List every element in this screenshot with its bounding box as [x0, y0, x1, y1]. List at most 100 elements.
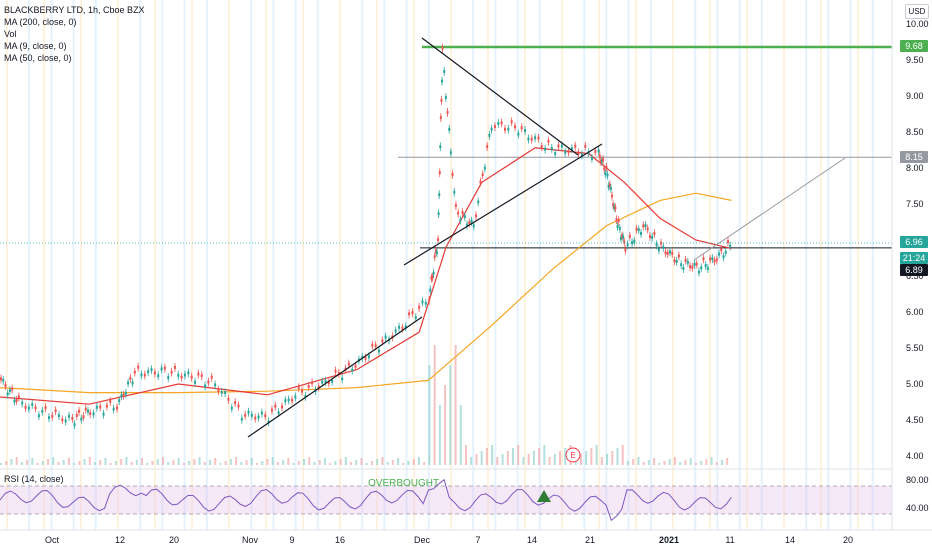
candle-body: [404, 325, 407, 329]
price-badge: [900, 264, 928, 276]
volume-bar: [527, 454, 530, 465]
trendline-support[interactable]: [247, 316, 423, 438]
candle-body: [41, 409, 44, 413]
y-tick-label: 4.00: [906, 451, 924, 461]
y-tick-label: 10.00: [906, 19, 929, 29]
candle-body: [61, 418, 64, 422]
currency-button[interactable]: USD: [905, 4, 929, 19]
candle-body: [73, 423, 76, 427]
earnings-marker[interactable]: E: [565, 447, 581, 463]
candle-body: [693, 263, 696, 266]
candle-body: [224, 391, 227, 395]
candle-body: [183, 373, 186, 377]
volume-bar: [67, 458, 70, 465]
candle-body: [640, 232, 643, 235]
candle-body: [614, 206, 617, 210]
candle-body: [608, 183, 611, 187]
volume-bar: [156, 459, 159, 465]
volume-bar: [611, 451, 614, 465]
y-tick-label: 5.50: [906, 343, 924, 353]
triangle-lower-line[interactable]: [403, 143, 603, 266]
session-stripe: [94, 0, 97, 530]
candle-body: [34, 406, 37, 410]
candle-body: [567, 150, 570, 154]
candle-body: [105, 404, 108, 408]
volume-bar: [297, 461, 300, 465]
session-stripe: [487, 0, 489, 530]
session-stripe: [228, 0, 230, 530]
indicator-ma9[interactable]: MA (9, close, 0): [4, 41, 67, 51]
volume-bar: [658, 463, 661, 465]
indicator-ma50[interactable]: MA (50, close, 0): [4, 53, 72, 63]
session-stripe: [494, 0, 497, 530]
volume-bar: [459, 405, 462, 465]
session-stripe: [405, 0, 408, 530]
volume-bars: [0, 345, 729, 465]
candle-body: [564, 150, 567, 154]
candles: [0, 43, 732, 430]
candle-body: [421, 300, 424, 304]
volume-bar: [496, 457, 499, 465]
rsi-legend[interactable]: RSI (14, close): [4, 474, 64, 484]
session-stripe: [50, 0, 53, 530]
candle-body: [280, 405, 283, 409]
candle-body: [724, 250, 727, 254]
volume-bar: [287, 458, 290, 465]
candle-body: [361, 355, 364, 359]
session-stripe: [316, 0, 319, 530]
session-stripe: [427, 0, 430, 530]
volume-bar: [595, 445, 598, 465]
candle-body: [147, 370, 150, 374]
candle-body: [697, 270, 700, 274]
price-badge-label: 6.96: [905, 237, 923, 247]
candle-body: [700, 266, 703, 270]
price-badge: [900, 151, 928, 163]
indicator-vol[interactable]: Vol: [4, 29, 17, 39]
candle-body: [150, 368, 153, 372]
volume-bar: [512, 448, 515, 465]
triangle-upper-line[interactable]: [421, 37, 579, 156]
candle-body: [439, 116, 442, 120]
candle-body: [68, 414, 71, 418]
candle-body: [124, 391, 127, 395]
candle-body: [71, 416, 74, 420]
volume-bar: [198, 457, 201, 465]
candle-body: [702, 257, 705, 261]
candle-body: [666, 252, 669, 255]
candle-body: [615, 218, 618, 222]
candle-body: [153, 371, 156, 375]
indicator-ma200[interactable]: MA (200, close, 0): [4, 17, 77, 27]
volume-bar: [715, 462, 718, 465]
volume-bar: [203, 462, 206, 465]
candle-body: [13, 399, 16, 403]
x-tick-label: Nov: [242, 535, 259, 545]
candle-body: [580, 153, 583, 157]
projection-line[interactable]: [693, 157, 846, 261]
volume-bar: [475, 454, 478, 465]
volume-bar: [214, 458, 217, 465]
candle-body: [660, 241, 663, 245]
volume-bar: [433, 345, 436, 465]
candle-body: [655, 243, 658, 247]
volume-bar: [83, 459, 86, 465]
candle-body: [8, 389, 11, 392]
candle-body: [682, 267, 685, 270]
rsi-line: [0, 478, 732, 522]
session-stripe: [450, 0, 452, 530]
volume-bar: [282, 460, 285, 465]
candle-body: [459, 218, 462, 222]
candle-body: [726, 240, 729, 243]
volume-bar: [454, 345, 457, 465]
candle-body: [557, 144, 560, 148]
candle-body: [204, 384, 207, 388]
candle-body: [486, 145, 489, 148]
chart-title[interactable]: BLACKBERRY LTD, 1h, Cboe BZX: [4, 5, 145, 15]
candle-body: [483, 166, 486, 170]
session-stripe: [154, 0, 156, 530]
price-badge: [900, 40, 928, 52]
candle-body: [270, 408, 273, 412]
candle-body: [675, 259, 678, 263]
candle-body: [257, 415, 260, 419]
candle-body: [140, 373, 143, 377]
